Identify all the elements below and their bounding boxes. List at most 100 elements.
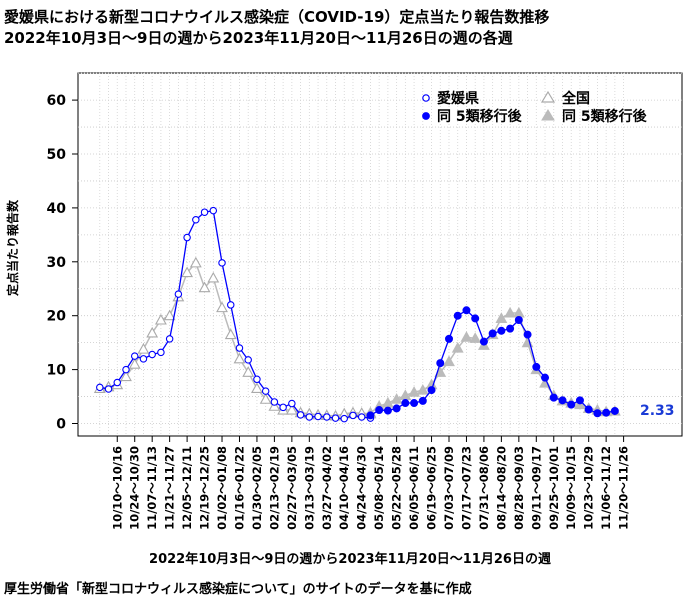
data-point bbox=[453, 311, 462, 320]
data-point bbox=[130, 352, 139, 360]
y-tick-label: 50 bbox=[47, 147, 67, 163]
data-point bbox=[233, 352, 246, 364]
data-point bbox=[416, 383, 429, 395]
data-point bbox=[443, 355, 455, 367]
x-tick-label: 06/19～06/25 bbox=[425, 446, 439, 530]
data-point bbox=[495, 312, 508, 323]
data-point bbox=[189, 256, 202, 268]
data-point bbox=[224, 328, 237, 340]
data-point bbox=[314, 412, 322, 421]
data-point bbox=[251, 382, 263, 394]
x-tick-label: 12/05～12/11 bbox=[180, 446, 194, 530]
data-point bbox=[340, 414, 348, 423]
y-tick-label: 30 bbox=[47, 255, 67, 271]
data-point bbox=[285, 403, 298, 415]
data-point bbox=[383, 406, 392, 415]
x-tick-label: 07/03～07/09 bbox=[442, 446, 456, 530]
legend-label-national: 全国 bbox=[561, 90, 590, 107]
x-tick-label: 04/24～04/30 bbox=[355, 446, 369, 530]
data-point bbox=[104, 385, 113, 393]
x-tick-label: 01/16～01/22 bbox=[232, 446, 246, 530]
data-point bbox=[418, 396, 427, 405]
data-point bbox=[207, 271, 220, 283]
data-point bbox=[408, 386, 421, 397]
data-point bbox=[244, 356, 252, 364]
x-tick-label: 09/11～09/17 bbox=[529, 446, 543, 530]
legend-marker-ehime bbox=[422, 94, 430, 102]
x-tick-label: 03/13～03/19 bbox=[302, 446, 316, 530]
data-point bbox=[163, 309, 176, 321]
data-point bbox=[504, 306, 517, 318]
x-tick-label: 11/20～11/26 bbox=[617, 446, 631, 530]
data-point bbox=[366, 411, 375, 420]
x-tick-label: 05/08～05/14 bbox=[372, 446, 386, 530]
data-point bbox=[192, 216, 200, 224]
data-point bbox=[593, 409, 602, 418]
x-tick-label: 10/10～10/16 bbox=[110, 446, 124, 530]
source-note: 厚生労働省「新型コロナウィルス感染症について」のサイトのデータを基に作成 bbox=[4, 582, 472, 597]
data-point bbox=[401, 399, 410, 408]
x-tick-label: 09/25～10/01 bbox=[547, 446, 561, 530]
x-tick-label: 02/27～03/05 bbox=[285, 446, 299, 530]
data-point bbox=[436, 359, 445, 368]
data-point bbox=[349, 411, 357, 420]
data-point bbox=[181, 266, 194, 278]
y-axis-label: 定点当たり報告数 bbox=[5, 199, 20, 296]
data-point bbox=[242, 366, 255, 377]
y-axis: 0 10 20 30 40 50 60 bbox=[47, 93, 78, 433]
last-value-label: 2.33 bbox=[640, 403, 675, 419]
data-point bbox=[469, 332, 482, 343]
series-line bbox=[99, 261, 371, 417]
data-point bbox=[532, 362, 541, 371]
chart-title: 愛媛県における新型コロナウイルス感染症（COVID-19）定点当たり報告数推移 bbox=[4, 8, 550, 26]
x-tick-label: 07/31～08/06 bbox=[477, 446, 491, 530]
legend-label-ehime-post: 同 5類移行後 bbox=[437, 108, 523, 125]
data-point bbox=[253, 375, 261, 384]
data-point bbox=[392, 404, 401, 413]
data-point bbox=[288, 399, 296, 408]
data-point bbox=[523, 330, 532, 339]
data-point bbox=[584, 405, 593, 414]
data-point bbox=[218, 259, 226, 267]
legend-label-ehime: 愛媛県 bbox=[437, 90, 479, 107]
y-tick-label: 10 bbox=[47, 363, 67, 379]
data-point bbox=[146, 326, 159, 338]
data-point bbox=[305, 413, 314, 421]
data-point bbox=[209, 206, 218, 215]
x-tick-label: 01/02～01/08 bbox=[215, 446, 229, 530]
x-tick-label: 07/17～07/23 bbox=[459, 446, 473, 530]
y-tick-label: 20 bbox=[47, 309, 67, 325]
data-point bbox=[259, 393, 272, 404]
x-axis: 10/10～10/16 10/24～10/30 11/07～11/13 11/21～1… bbox=[110, 436, 631, 530]
data-point bbox=[122, 365, 130, 374]
x-tick-label: 10/23～10/29 bbox=[582, 446, 596, 530]
x-tick-label: 04/10～04/16 bbox=[337, 446, 351, 530]
data-point bbox=[183, 233, 191, 242]
data-point bbox=[460, 331, 473, 342]
data-point bbox=[137, 342, 150, 354]
legend-label-national-post: 同 5類移行後 bbox=[562, 108, 648, 125]
data-point bbox=[410, 399, 419, 408]
data-point bbox=[506, 324, 515, 333]
x-tick-label: 02/13～02/19 bbox=[267, 446, 281, 530]
x-tick-label: 11/07～11/13 bbox=[145, 446, 159, 530]
data-point bbox=[235, 344, 244, 352]
data-point bbox=[165, 335, 174, 343]
data-point bbox=[471, 314, 480, 323]
data-point bbox=[427, 386, 436, 395]
data-point bbox=[96, 383, 104, 392]
data-point bbox=[200, 208, 209, 216]
data-point bbox=[602, 408, 611, 417]
data-point bbox=[390, 393, 403, 404]
data-point bbox=[357, 413, 366, 421]
data-point bbox=[541, 373, 550, 382]
data-point bbox=[216, 301, 228, 313]
data-point bbox=[139, 355, 148, 363]
legend: 愛媛県 全国 同 5類移行後 同 5類移行後 bbox=[422, 90, 648, 125]
data-point bbox=[268, 400, 281, 411]
data-point bbox=[270, 398, 279, 406]
data-point bbox=[113, 378, 122, 387]
legend-marker-national bbox=[540, 90, 556, 103]
x-tick-label: 08/28～09/03 bbox=[512, 446, 526, 530]
